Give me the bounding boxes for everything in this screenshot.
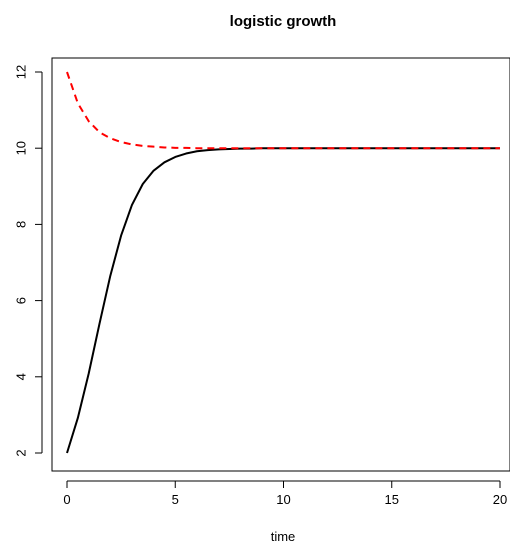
y-tick-label: 2 [13, 449, 28, 456]
x-axis-label: time [271, 529, 296, 544]
y-tick-label: 6 [13, 297, 28, 304]
x-ticks: 0 5 10 15 20 [63, 481, 507, 507]
x-tick-label: 10 [276, 492, 290, 507]
y-tick-label: 10 [13, 141, 28, 155]
plot-frame [51, 57, 510, 472]
series-line-0-solid [66, 147, 500, 454]
y-tick-label: 8 [13, 221, 28, 228]
x-tick-label: 5 [172, 492, 179, 507]
y-tick-label: 4 [13, 373, 28, 380]
x-tick-label: 0 [63, 492, 70, 507]
x-tick-label: 15 [385, 492, 399, 507]
chart-title: logistic growth [230, 13, 337, 30]
y-ticks: 2 4 6 8 10 12 [13, 65, 42, 457]
series-layer [66, 71, 500, 454]
y-tick-label: 12 [13, 65, 28, 79]
series-line-1-dashed [66, 71, 500, 150]
x-tick-label: 20 [493, 492, 507, 507]
